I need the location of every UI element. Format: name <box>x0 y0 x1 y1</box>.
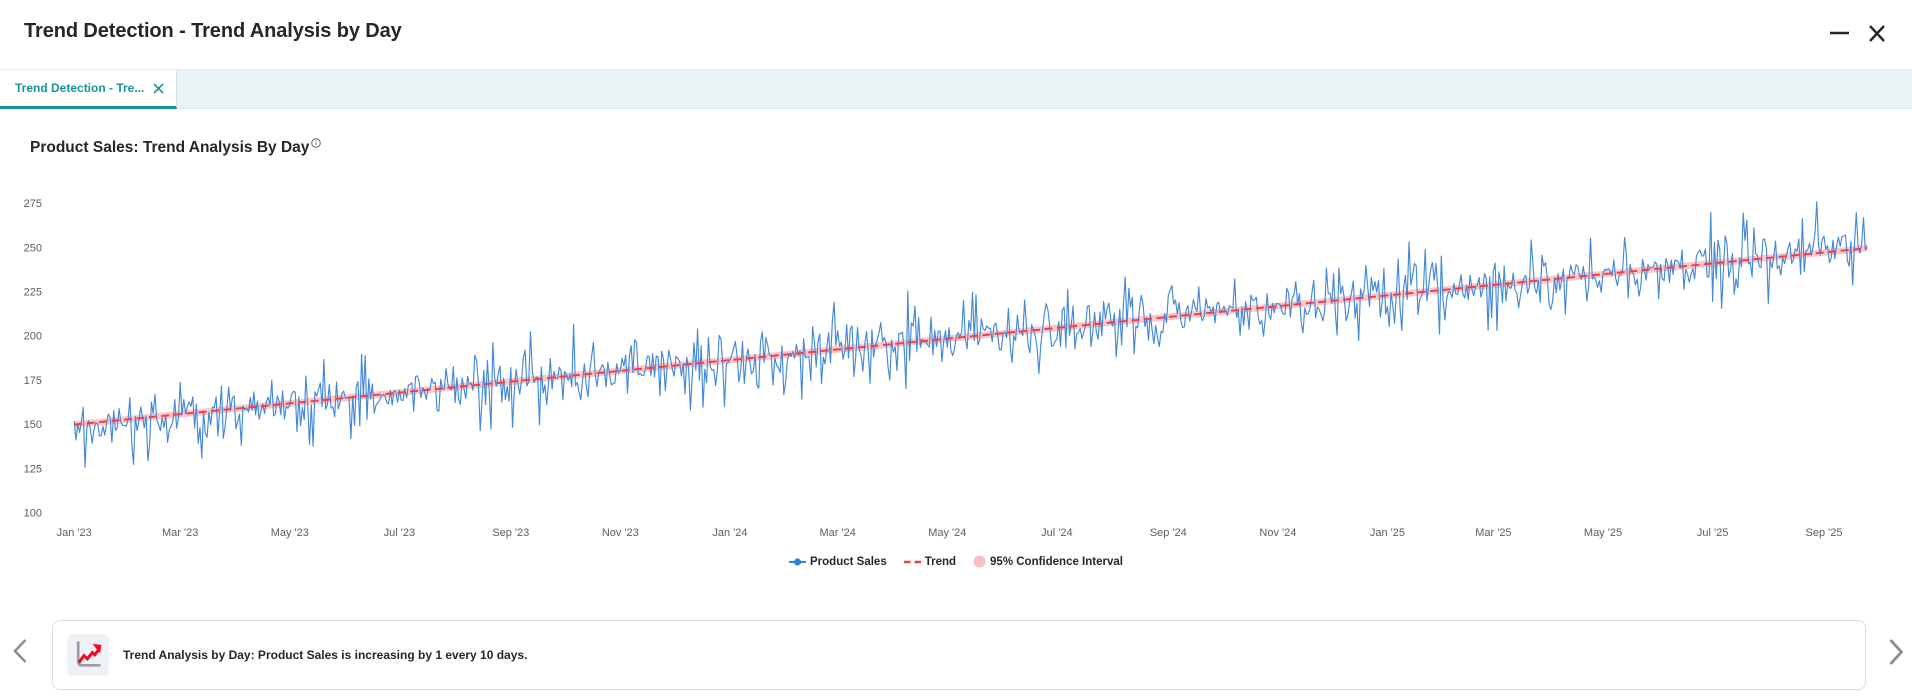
svg-text:Mar '25: Mar '25 <box>1475 527 1511 539</box>
svg-text:May '23: May '23 <box>271 527 309 539</box>
svg-text:125: 125 <box>24 463 42 475</box>
svg-text:Jul '23: Jul '23 <box>384 527 415 539</box>
svg-text:200: 200 <box>24 331 42 343</box>
svg-text:Sep '24: Sep '24 <box>1150 527 1187 539</box>
svg-text:Jan '23: Jan '23 <box>57 527 92 539</box>
svg-text:Mar '24: Mar '24 <box>820 527 856 539</box>
svg-text:250: 250 <box>24 242 42 254</box>
svg-text:Sep '23: Sep '23 <box>492 527 529 539</box>
svg-text:Jan '25: Jan '25 <box>1370 527 1405 539</box>
svg-text:150: 150 <box>24 419 42 431</box>
svg-text:May '24: May '24 <box>928 527 966 539</box>
svg-text:225: 225 <box>24 287 42 299</box>
svg-text:May '25: May '25 <box>1584 527 1622 539</box>
svg-text:Jan '24: Jan '24 <box>712 527 747 539</box>
svg-text:Sep '25: Sep '25 <box>1806 527 1843 539</box>
svg-text:Nov '24: Nov '24 <box>1259 527 1296 539</box>
svg-text:Nov '23: Nov '23 <box>602 527 639 539</box>
svg-text:275: 275 <box>24 198 42 210</box>
svg-text:100: 100 <box>24 508 42 520</box>
svg-text:Mar '23: Mar '23 <box>162 527 198 539</box>
svg-text:175: 175 <box>24 375 42 387</box>
svg-text:Jul '24: Jul '24 <box>1041 527 1072 539</box>
svg-text:Jul '25: Jul '25 <box>1697 527 1728 539</box>
